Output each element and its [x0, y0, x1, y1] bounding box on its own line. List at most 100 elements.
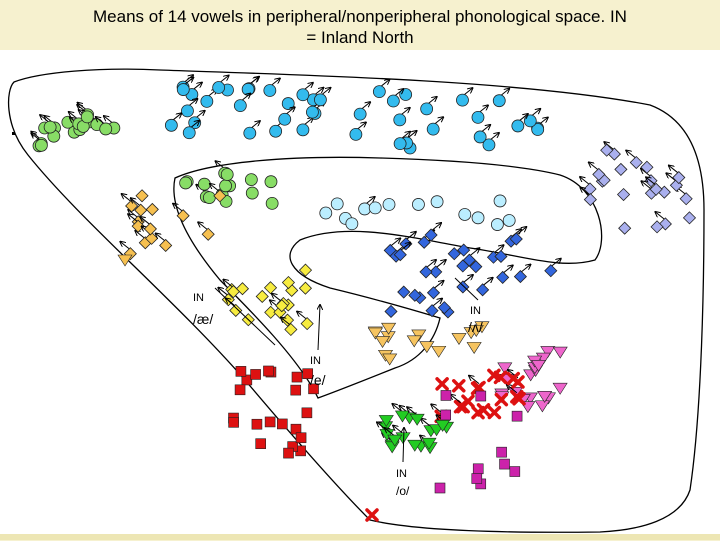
green-circle-mark — [219, 179, 232, 193]
lavender-diamond-mark-arrow — [604, 142, 615, 151]
light-cyan-circle-mark — [490, 218, 504, 231]
green-circle-mark — [265, 196, 279, 210]
green-triangle-mark — [407, 439, 423, 452]
blue-diamond-mark-arrow — [520, 265, 530, 273]
green-circle-mark — [245, 186, 259, 200]
green-circle-mark — [43, 120, 57, 134]
blue-diamond-mark — [544, 264, 558, 278]
green-circle-mark — [61, 115, 75, 129]
lavender-diamond-mark — [618, 221, 632, 235]
yellow-diamond-mark — [275, 299, 289, 313]
orange-diamond-mark-arrow — [128, 214, 139, 223]
red-square-mark — [264, 416, 276, 428]
pink-triangle-mark — [552, 346, 568, 359]
lavender-diamond-mark-arrow — [655, 212, 666, 221]
blue-diamond-mark-arrow — [493, 245, 503, 254]
green-circle-mark — [197, 177, 211, 191]
light-cyan-circle-mark — [368, 201, 382, 215]
red-square-mark — [308, 383, 319, 395]
light-cyan-circle-mark — [330, 197, 344, 211]
red-x-mark-b — [512, 392, 526, 406]
cyan-circle-mark — [164, 118, 178, 132]
orange-diamond-mark-arrow — [140, 217, 151, 226]
blue-diamond-mark — [429, 265, 443, 279]
red-square-mark — [277, 418, 288, 430]
pointer-line-ae — [214, 287, 276, 346]
orange-diamond-mark — [134, 203, 148, 217]
blue-diamond-mark — [424, 228, 438, 242]
red-x-mark-arrow — [469, 376, 480, 385]
cyan-circle-mark — [281, 97, 295, 110]
light-cyan-circle-mark — [493, 194, 507, 208]
blue-diamond-mark — [457, 243, 471, 257]
green-circle-mark — [179, 176, 193, 190]
lavender-diamond-mark — [640, 160, 654, 174]
green-circle-mark — [244, 173, 258, 187]
cyan-circle-mark — [456, 93, 469, 107]
green-circle-mark — [34, 138, 48, 152]
blue-diamond-mark — [397, 285, 411, 299]
red-x-mark-b — [435, 377, 449, 391]
label-o-vowel: /o/ — [396, 484, 410, 498]
yellow-diamond-mark-arrow — [223, 280, 234, 289]
light-cyan-circle-mark — [358, 202, 372, 216]
yellow-diamond-mark — [281, 275, 295, 290]
red-square-mark — [234, 384, 246, 396]
blue-diamond-mark — [425, 304, 439, 318]
red-square-mark — [301, 407, 313, 419]
stray-dot — [12, 132, 15, 135]
lavender-diamond-mark — [583, 193, 597, 207]
cyan-circle-mark — [353, 107, 367, 121]
red-x-mark-b — [471, 405, 485, 420]
cyan-circle-mark — [386, 94, 400, 108]
green-triangle-mark — [394, 410, 411, 423]
lavender-diamond-mark-arrow — [626, 151, 637, 159]
cyan-circle-mark — [306, 105, 319, 119]
cyan-circle-mark — [176, 83, 190, 96]
cyan-circle-mark — [314, 93, 327, 107]
red-square-mark — [283, 447, 294, 459]
magenta-square-mark — [440, 409, 451, 421]
blue-diamond-mark — [384, 304, 398, 319]
gold-triangle-mark — [367, 327, 383, 340]
green-triangle-mark-arrow — [421, 419, 432, 428]
light-cyan-circle-mark — [319, 206, 333, 220]
vowel-marks — [31, 75, 697, 522]
pink-triangle-mark — [540, 346, 556, 359]
pointer-line-e — [318, 305, 320, 351]
green-circle-mark — [202, 191, 216, 204]
gold-triangle-mark — [406, 335, 422, 348]
magenta-square-mark — [509, 466, 521, 477]
yellow-diamond-mark-arrow — [281, 317, 292, 326]
blue-diamond-mark — [509, 232, 523, 246]
green-triangle-mark — [384, 441, 400, 454]
yellow-diamond-mark-arrow — [272, 294, 283, 303]
cyan-circle-mark — [531, 123, 545, 136]
cyan-circle-mark — [278, 112, 292, 126]
cyan-circle-mark — [372, 85, 386, 99]
cyan-circle-mark — [349, 127, 363, 141]
label-ae-prefix: IN — [193, 292, 204, 304]
cyan-circle-mark — [393, 137, 407, 151]
label-wedge-vowel: /ʌ/ — [468, 319, 483, 335]
outer-vowel-space-boundary — [7, 68, 705, 533]
lavender-diamond-mark — [650, 220, 664, 234]
blue-diamond-mark-arrow — [469, 248, 479, 257]
red-x-mark-b — [494, 392, 509, 407]
yellow-diamond-mark — [284, 322, 298, 337]
vowel-space-plot: IN /æ/ IN /ʌ/ IN /e/ IN /o/ — [0, 50, 720, 536]
pointer-line-o — [403, 428, 404, 463]
magenta-square-mark — [472, 463, 484, 475]
yellow-diamond-mark — [255, 289, 269, 304]
blue-diamond-mark — [437, 301, 451, 315]
label-ae-vowel: /æ/ — [193, 311, 213, 327]
blue-diamond-mark — [494, 249, 508, 264]
yellow-diamond-mark — [264, 305, 278, 319]
red-x-mark-arrow — [431, 404, 442, 413]
red-square-mark — [295, 432, 307, 444]
orange-diamond-mark-arrow — [156, 233, 166, 242]
blue-diamond-mark-arrow — [482, 278, 493, 287]
light-cyan-circle-mark — [471, 211, 485, 225]
magenta-square-mark — [475, 390, 487, 402]
green-triangle-mark-arrow — [392, 404, 403, 413]
